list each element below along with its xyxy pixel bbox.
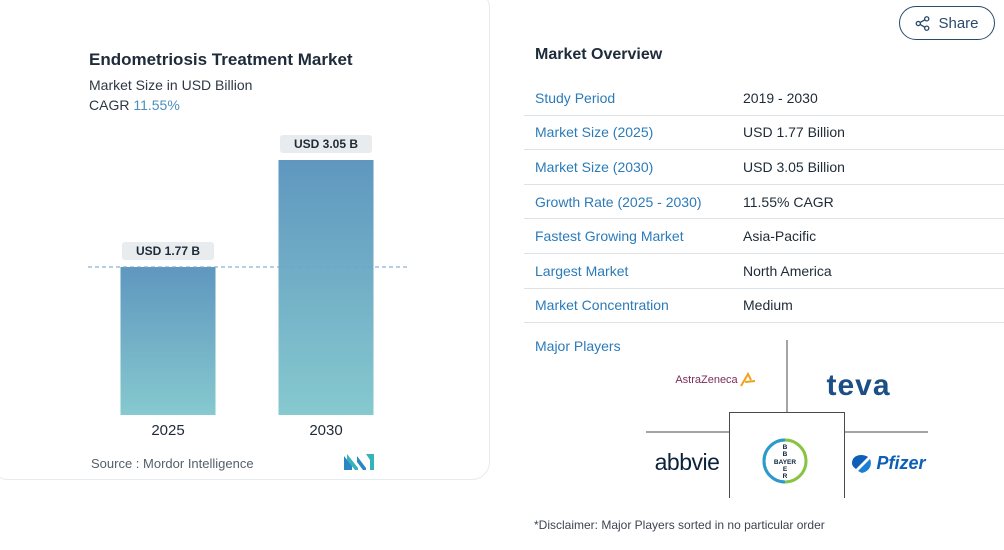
overview-row: Largest Market North America — [524, 254, 1004, 289]
astrazeneca-mark-icon — [739, 372, 755, 387]
astrazeneca-logo: AstraZeneca — [666, 368, 766, 392]
share-button[interactable]: Share — [899, 6, 995, 40]
chart-cagr: CAGR 11.55% — [89, 97, 180, 113]
x-tick-label: 2025 — [151, 422, 184, 439]
bayer-text: BAYER — [774, 459, 796, 466]
svg-text:R: R — [783, 473, 788, 480]
overview-row: Fastest Growing Market Asia-Pacific — [524, 219, 1004, 254]
disclaimer-text: *Disclaimer: Major Players sorted in no … — [534, 518, 825, 532]
bar-chart: USD 1.77 B 2025 USD 3.05 B 2030 — [88, 135, 410, 439]
overview-row-value: Medium — [743, 297, 793, 314]
data-label-background — [280, 135, 372, 153]
data-label: USD 3.05 B — [294, 137, 358, 151]
chart-subtitle: Market Size in USD Billion — [89, 77, 253, 93]
source-text: Source : Mordor Intelligence — [91, 456, 254, 471]
bayer-cross-icon: B B BAYER E R — [762, 438, 808, 484]
svg-text:B: B — [783, 451, 788, 458]
share-icon — [916, 15, 930, 31]
cagr-value: 11.55% — [133, 97, 180, 113]
x-tick-label: 2030 — [309, 422, 342, 439]
major-players-label[interactable]: Major Players — [535, 338, 621, 354]
overview-row-value: USD 3.05 Billion — [743, 158, 845, 175]
overview-row-key[interactable]: Market Concentration — [535, 297, 669, 314]
overview-row-key[interactable]: Largest Market — [535, 262, 629, 279]
overview-title: Market Overview — [535, 46, 663, 63]
overview-row-key[interactable]: Market Size (2025) — [535, 124, 654, 141]
share-label: Share — [938, 14, 979, 32]
teva-text: teva — [826, 369, 891, 402]
bayer-logo: B B BAYER E R — [760, 436, 810, 486]
logo-grid-lines — [646, 340, 928, 498]
overview-row: Market Concentration Medium — [524, 289, 1004, 324]
overview-row: Growth Rate (2025 - 2030) 11.55% CAGR — [524, 185, 1004, 220]
data-label: USD 1.77 B — [136, 244, 200, 258]
data-label-background — [122, 242, 214, 261]
abbvie-logo: abbvie — [646, 446, 728, 478]
abbvie-text: abbvie — [654, 448, 720, 475]
chart-title: Endometriosis Treatment Market — [89, 50, 353, 69]
pfizer-text: Pfizer — [876, 452, 926, 473]
overview-row-value: 11.55% CAGR — [743, 193, 834, 210]
overview-row: Study Period 2019 - 2030 — [524, 81, 1004, 116]
overview-table: Study Period 2019 - 2030 Market Size (2025… — [524, 81, 1004, 324]
teva-logo: teva — [806, 368, 911, 404]
overview-row-key[interactable]: Study Period — [535, 89, 616, 106]
overview-row-key[interactable]: Growth Rate (2025 - 2030) — [535, 193, 702, 210]
overview-row-value: USD 1.77 Billion — [743, 124, 845, 141]
bar-2030 — [278, 160, 374, 415]
overview-row-key[interactable]: Fastest Growing Market — [535, 228, 684, 245]
overview-row-key[interactable]: Market Size (2030) — [535, 158, 654, 175]
svg-text:E: E — [783, 466, 788, 473]
pfizer-logo: Pfizer — [846, 446, 928, 480]
overview-row-value: North America — [743, 262, 832, 279]
overview-row: Market Size (2030) USD 3.05 Billion — [524, 150, 1004, 185]
astrazeneca-text: AstraZeneca — [675, 374, 738, 386]
overview-row-value: Asia-Pacific — [743, 228, 817, 245]
chart-card — [0, 0, 490, 480]
bar-2025 — [120, 267, 216, 415]
svg-text:B: B — [783, 444, 788, 451]
pfizer-pill-icon — [852, 455, 872, 473]
overview-row-value: 2019 - 2030 — [743, 89, 818, 106]
major-players-logos: AstraZeneca teva abbvie B B BAYER E R Pf… — [646, 340, 928, 498]
overview-row: Market Size (2025) USD 1.77 Billion — [524, 116, 1004, 151]
cagr-label: CAGR — [89, 97, 130, 113]
mordor-logo-icon — [344, 454, 374, 470]
